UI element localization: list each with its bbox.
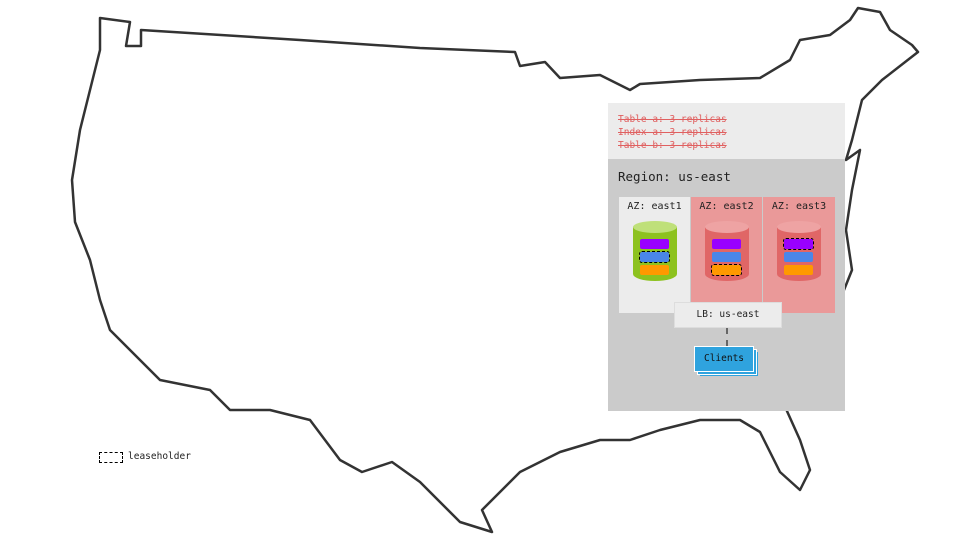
az-label: AZ: east2 bbox=[699, 201, 754, 212]
az-east3: AZ: east3 bbox=[763, 197, 835, 313]
leaseholder-bar bbox=[783, 238, 814, 250]
leaseholder-bar bbox=[711, 264, 742, 276]
region-label: Region: us-east bbox=[618, 169, 731, 184]
replica-line: Index a: 3 replicas bbox=[618, 127, 727, 138]
replica-line: Table a: 3 replicas bbox=[618, 114, 727, 125]
replica-line: Table b: 3 replicas bbox=[618, 140, 727, 151]
legend-label: leaseholder bbox=[128, 451, 191, 462]
database-icon bbox=[633, 221, 677, 287]
az-east1: AZ: east1 bbox=[619, 197, 690, 313]
database-icon bbox=[705, 221, 749, 287]
replica-bar bbox=[712, 252, 741, 262]
leaseholder-bar bbox=[639, 251, 670, 263]
database-icon bbox=[777, 221, 821, 287]
replica-bar bbox=[640, 239, 669, 249]
replica-bar bbox=[784, 252, 813, 262]
load-balancer: LB: us-east bbox=[674, 302, 782, 328]
az-label: AZ: east3 bbox=[771, 201, 827, 212]
leaseholder-legend-swatch bbox=[99, 452, 123, 463]
connector-line bbox=[726, 328, 728, 346]
az-label: AZ: east1 bbox=[627, 201, 682, 212]
replica-bar bbox=[640, 265, 669, 275]
replica-header bbox=[608, 103, 845, 159]
replica-bar bbox=[712, 239, 741, 249]
replica-bar bbox=[784, 265, 813, 275]
clients-box: Clients bbox=[694, 346, 754, 372]
az-east2: AZ: east2 bbox=[691, 197, 762, 313]
